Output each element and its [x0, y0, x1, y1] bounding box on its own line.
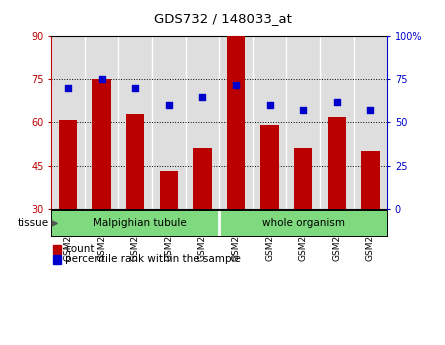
Bar — [51, 210, 219, 236]
Point — [266, 102, 273, 108]
Bar — [51, 36, 85, 209]
Text: GDS732 / 148033_at: GDS732 / 148033_at — [154, 12, 291, 25]
Point — [132, 85, 139, 91]
Bar — [193, 148, 212, 209]
Bar — [152, 36, 186, 209]
Bar — [353, 36, 387, 209]
Bar — [126, 114, 145, 209]
Text: tissue: tissue — [18, 218, 49, 228]
Bar — [159, 171, 178, 209]
Bar — [227, 36, 245, 209]
Bar — [320, 36, 354, 209]
Point — [65, 85, 72, 91]
Point — [98, 77, 105, 82]
Text: Malpighian tubule: Malpighian tubule — [93, 218, 187, 228]
Text: count: count — [65, 244, 95, 254]
Text: whole organism: whole organism — [262, 218, 345, 228]
Text: percentile rank within the sample: percentile rank within the sample — [65, 255, 241, 264]
Bar — [260, 125, 279, 209]
Bar — [253, 36, 287, 209]
Bar — [328, 117, 346, 209]
Bar — [219, 210, 387, 236]
Point — [299, 108, 307, 113]
Point — [165, 102, 172, 108]
Bar — [287, 36, 320, 209]
Point — [367, 108, 374, 113]
Bar — [85, 36, 118, 209]
Point — [333, 99, 340, 105]
Point — [199, 94, 206, 99]
Bar — [92, 79, 111, 209]
Bar — [118, 36, 152, 209]
Bar — [219, 36, 253, 209]
Bar — [294, 148, 312, 209]
Bar — [59, 120, 77, 209]
Bar — [361, 151, 380, 209]
Point — [232, 82, 239, 87]
Bar — [186, 36, 219, 209]
